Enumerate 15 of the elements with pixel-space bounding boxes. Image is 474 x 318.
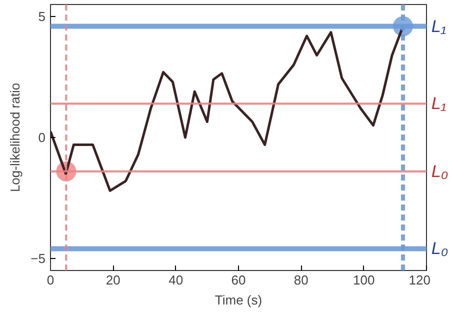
x-tick-label: 40 xyxy=(168,272,184,288)
ref-line-label: L₀ xyxy=(431,162,448,181)
ref-line-label: L₀ xyxy=(431,239,448,258)
ref-line-label: L₁ xyxy=(431,16,446,36)
x-tick-label: 80 xyxy=(294,272,308,288)
x-tick-label: 60 xyxy=(231,272,246,288)
x-axis-title: Time (s) xyxy=(214,292,262,308)
y-tick-label: 0 xyxy=(38,130,46,145)
x-tick-label: 20 xyxy=(106,272,120,288)
ref-line-label: L₁ xyxy=(431,94,446,114)
x-tick-label: 100 xyxy=(352,272,375,288)
y-tick-label: 5 xyxy=(38,9,46,24)
y-tick-label: −5 xyxy=(30,250,46,266)
x-tick-label: 120 xyxy=(408,272,431,288)
y-axis-title: Log-likelihood ratio xyxy=(8,82,23,192)
